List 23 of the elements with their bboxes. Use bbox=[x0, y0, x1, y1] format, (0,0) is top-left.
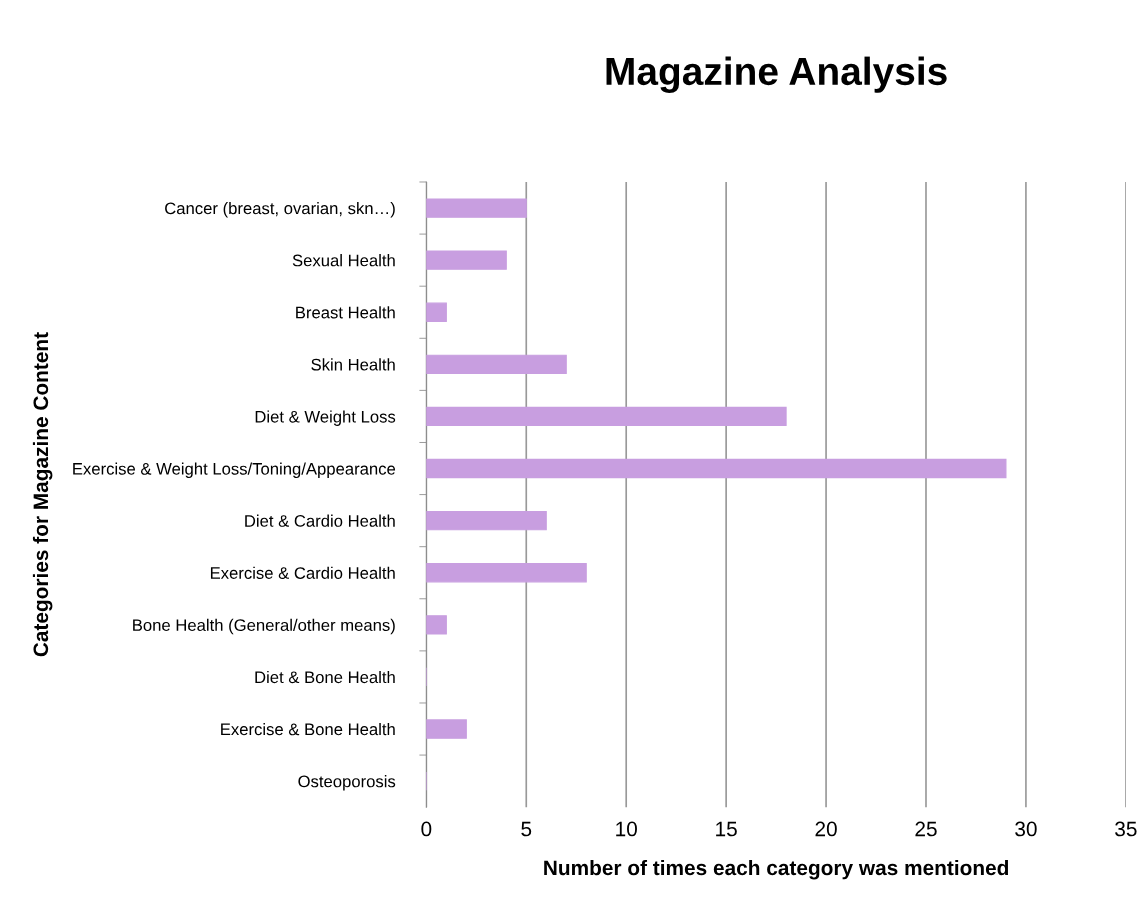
y-tick-label: Skin Health bbox=[311, 358, 395, 371]
x-tick-label: 30 bbox=[1015, 821, 1037, 837]
y-tick-label: Diet & Bone Health bbox=[255, 670, 395, 684]
x-tick-label: 5 bbox=[521, 821, 532, 837]
x-tick-label: 0 bbox=[421, 821, 432, 837]
y-tick-label: Exercise & Cardio Health bbox=[210, 566, 395, 579]
y-tick-label: Exercise & Weight Loss/Toning/Appearance bbox=[73, 462, 396, 479]
y-tick-label: Diet & Cardio Health bbox=[245, 514, 395, 527]
x-tick-label: 15 bbox=[716, 821, 737, 837]
y-axis-title: Categories for Magazine Content bbox=[32, 332, 53, 657]
y-tick-label: Cancer (breast, ovarian, skn…) bbox=[165, 202, 395, 218]
x-tick-label: 35 bbox=[1115, 821, 1137, 837]
y-tick-label: Bone Health (General/other means) bbox=[133, 618, 395, 635]
x-tick-label: 25 bbox=[915, 821, 937, 837]
y-tick-label: Diet & Weight Loss bbox=[255, 410, 396, 426]
x-tick-label: 10 bbox=[616, 821, 637, 837]
chart-title: Magazine Analysis bbox=[606, 56, 947, 94]
y-tick-label: Exercise & Bone Health bbox=[221, 722, 395, 736]
y-tick-label: Osteoporosis bbox=[298, 775, 396, 791]
y-tick-label: Breast Health bbox=[296, 306, 395, 319]
x-tick-label: 20 bbox=[815, 821, 837, 837]
x-axis-title: Number of times each category was mentioned bbox=[544, 859, 1009, 880]
y-tick-label: Sexual Health bbox=[292, 254, 395, 267]
